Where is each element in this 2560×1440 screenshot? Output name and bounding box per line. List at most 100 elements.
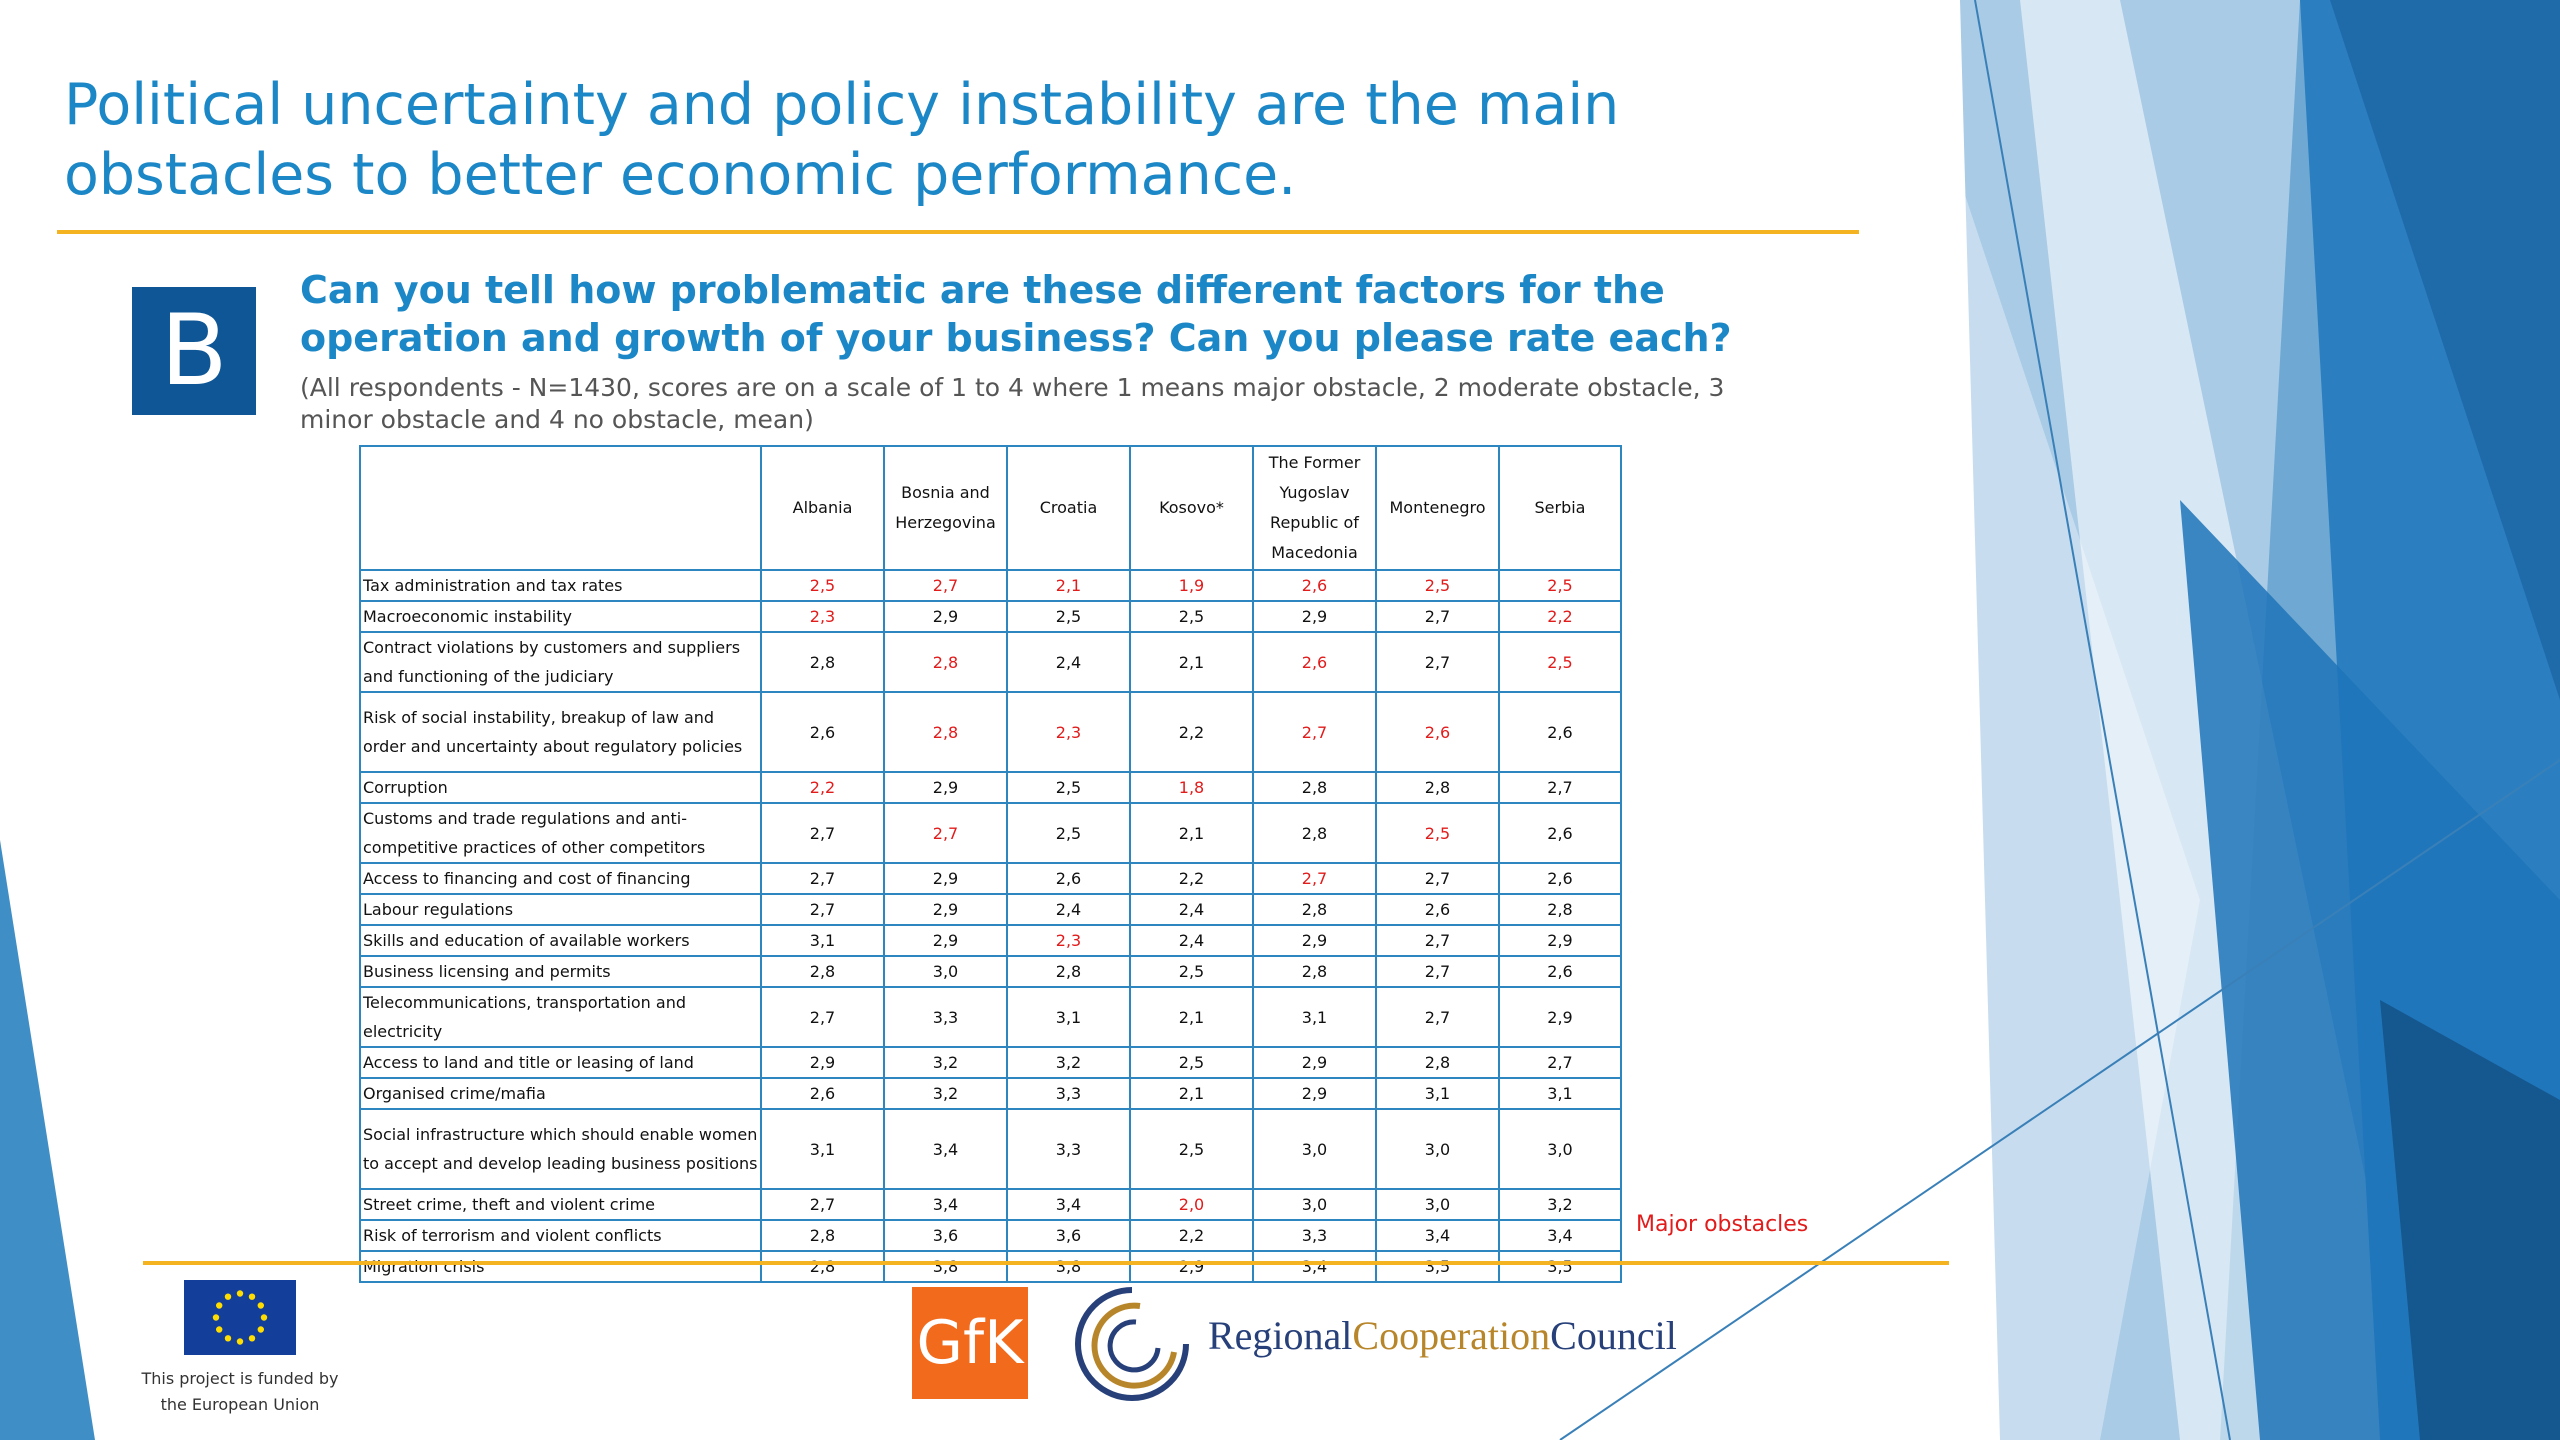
table-row: Telecommunications, transportation and e… [359,986,1622,1048]
factor-label: Macroeconomic instability [359,600,762,633]
column-header: The Former Yugoslav Republic of Macedoni… [1252,445,1377,571]
score-cell: 3,0 [883,955,1008,988]
survey-note: (All respondents - N=1430, scores are on… [300,373,1725,434]
score-cell: 2,9 [883,600,1008,633]
score-cell: 2,4 [1006,893,1131,926]
score-cell: 2,9 [1498,986,1622,1048]
factor-label: Organised crime/mafia [359,1077,762,1110]
score-cell: 2,1 [1006,569,1131,602]
score-cell: 2,9 [883,771,1008,804]
score-cell: 2,5 [1375,802,1500,864]
factor-label: Social infrastructure which should enabl… [359,1108,762,1190]
eu-funding-caption: This project is funded by the European U… [141,1369,339,1414]
eu-star-icon [216,1326,223,1333]
table-row: Tax administration and tax rates 2,5 2,7 2,… [359,569,1622,602]
score-cell: 2,2 [760,771,885,804]
factor-label: Street crime, theft and violent crime [359,1188,762,1221]
score-cell: 2,9 [1252,600,1377,633]
score-cell: 3,0 [1375,1188,1500,1221]
score-cell: 1,9 [1129,569,1254,602]
column-header: Serbia [1498,445,1622,571]
score-cell: 2,7 [1375,955,1500,988]
factor-label: Risk of social instability, breakup of l… [359,691,762,773]
score-cell: 2,8 [1252,893,1377,926]
score-cell: 2,8 [760,1219,885,1252]
score-cell: 3,4 [1375,1219,1500,1252]
score-cell: 3,0 [1252,1108,1377,1190]
score-cell: 2,7 [1375,986,1500,1048]
score-cell: 3,2 [883,1077,1008,1110]
score-cell: 2,7 [1375,600,1500,633]
score-cell: 3,0 [1375,1108,1500,1190]
column-header: Kosovo* [1129,445,1254,571]
table-row: Contract violations by customers and sup… [359,631,1622,693]
table-row: Street crime, theft and violent crime 2,7… [359,1188,1622,1221]
score-cell: 2,9 [1252,1077,1377,1110]
footer-divider [143,1261,1949,1265]
survey-question: Can you tell how problematic are these d… [300,268,1732,360]
factor-label: Telecommunications, transportation and e… [359,986,762,1048]
table-row: Organised crime/mafia 2,6 3,2 3,3 2,1 2,9 3,1 3… [359,1077,1622,1110]
eu-flag-logo [184,1280,296,1355]
score-cell: 2,7 [1252,691,1377,773]
score-cell: 2,3 [760,600,885,633]
eu-star-icon [257,1326,264,1333]
score-cell: 2,6 [1375,893,1500,926]
obstacles-table: Albania Bosnia and Herzegovina Croatia K… [359,445,1622,1283]
score-cell: 3,4 [1498,1219,1622,1252]
score-cell: 2,6 [1375,691,1500,773]
score-cell: 2,2 [1129,862,1254,895]
table-row: Access to financing and cost of financin… [359,862,1622,895]
score-cell: 2,7 [1375,924,1500,957]
score-cell: 2,6 [1498,802,1622,864]
table-header-row: Albania Bosnia and Herzegovina Croatia K… [359,445,1622,571]
score-cell: 2,7 [1498,771,1622,804]
score-cell: 2,7 [1375,631,1500,693]
score-cell: 2,8 [1375,1046,1500,1079]
score-cell: 2,9 [1498,924,1622,957]
title-divider [57,230,1859,234]
score-cell: 3,5 [1498,1250,1622,1283]
factor-label: Skills and education of available worker… [359,924,762,957]
score-cell: 2,8 [1252,955,1377,988]
score-cell: 2,4 [1006,631,1131,693]
table-row: Risk of social instability, breakup of l… [359,691,1622,773]
score-cell: 2,6 [1498,862,1622,895]
rcc-logo-text: RegionalCooperationCouncil [1208,1312,1677,1359]
score-cell: 2,9 [883,924,1008,957]
score-cell: 2,7 [883,569,1008,602]
score-cell: 3,4 [1252,1250,1377,1283]
rcc-text-cooperation: Cooperation [1352,1313,1551,1358]
score-cell: 2,9 [760,1046,885,1079]
factor-label: Customs and trade regulations and anti-c… [359,802,762,864]
score-cell: 3,1 [760,924,885,957]
eu-star-icon [224,1335,232,1342]
slide-title: Political uncertainty and policy instabi… [64,72,1620,208]
table-row: Business licensing and permits 2,8 3,0 2,8 2… [359,955,1622,988]
score-cell: 2,2 [1129,691,1254,773]
table-row: Migration crisis 2,8 3,8 3,8 2,9 3,4 3,5 3,5 [359,1250,1622,1283]
score-cell: 2,6 [1252,569,1377,602]
score-cell: 2,7 [883,802,1008,864]
score-cell: 2,8 [1375,771,1500,804]
factor-label: Access to financing and cost of financin… [359,862,762,895]
score-cell: 3,1 [760,1108,885,1190]
score-cell: 2,9 [883,893,1008,926]
major-obstacles-legend: Major obstacles [1636,1212,1809,1237]
score-cell: 2,5 [1129,1046,1254,1079]
eu-star-icon [260,1314,268,1321]
score-cell: 2,2 [1129,1219,1254,1252]
table-row: Customs and trade regulations and anti-c… [359,802,1622,864]
eu-star-icon [248,1335,256,1342]
table-body: Tax administration and tax rates 2,5 2,7 2,… [359,569,1622,1283]
score-cell: 2,5 [1006,802,1131,864]
score-cell: 2,7 [1498,1046,1622,1079]
score-cell: 2,8 [1498,893,1622,926]
score-cell: 3,2 [883,1046,1008,1079]
factor-label: Corruption [359,771,762,804]
factor-label: Labour regulations [359,893,762,926]
score-cell: 2,6 [1498,955,1622,988]
score-cell: 3,2 [1498,1188,1622,1221]
eu-star-icon [248,1293,256,1300]
